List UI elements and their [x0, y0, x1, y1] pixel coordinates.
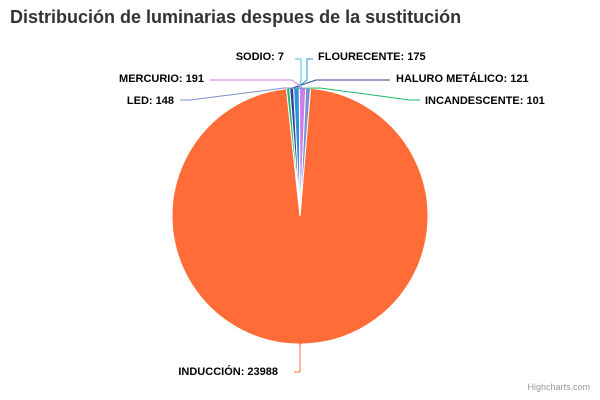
- data-label-inducci-n: INDUCCIÓN: 23988: [178, 365, 278, 378]
- connector-sodio: [295, 58, 302, 89]
- data-label-incandescente: INCANDESCENTE: 101: [425, 95, 545, 107]
- data-label-mercurio: MERCURIO: 191: [119, 73, 204, 85]
- pie-slices: [171, 87, 429, 345]
- data-label-led: LED: 148: [127, 95, 174, 107]
- connector-led: [180, 87, 309, 101]
- credits-link[interactable]: Highcharts.com: [527, 382, 590, 392]
- connector-haluro-met-lico: [291, 79, 390, 89]
- pie-slice-inducci-n[interactable]: [171, 87, 429, 345]
- connector-flourecente: [296, 58, 313, 89]
- connector-inducci-n: [294, 343, 302, 373]
- connector-mercurio: [210, 79, 303, 89]
- chart-title: Distribución de luminarias despues de la…: [10, 7, 462, 27]
- data-label-flourecente: FLOURECENTE: 175: [318, 51, 426, 63]
- data-label-sodio: SODIO: 7: [236, 51, 284, 63]
- pie-labels: INDUCCIÓN: 23988 INCANDESCENTE: 101 HALURO…: [119, 51, 545, 378]
- data-label-haluro-met-lico: HALURO METÁLICO: 121: [396, 72, 529, 85]
